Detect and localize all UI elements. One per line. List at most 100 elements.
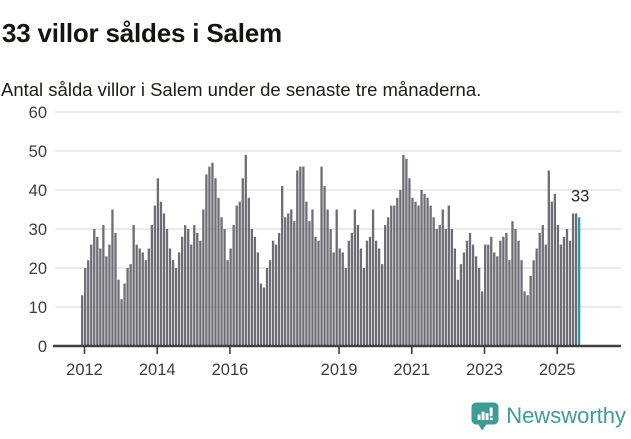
bar-month: [426, 197, 429, 346]
bar-month: [250, 229, 253, 346]
bar-month: [108, 244, 111, 346]
bar-month: [465, 240, 469, 346]
bar-month: [262, 287, 266, 346]
bar-month: [399, 190, 402, 346]
bar-month: [502, 236, 505, 346]
bar-month: [284, 217, 287, 346]
bar-month: [462, 252, 466, 346]
y-tick-label: 50: [29, 143, 47, 161]
sales-bar-chart: 2012 2014 2016 2019 2021 2023 2025 0 10 20 30 40 50 6…: [29, 104, 621, 379]
bar-month: [474, 256, 478, 346]
bar-month: [238, 201, 241, 346]
bar-month: [477, 268, 481, 346]
bar-month: [93, 229, 96, 346]
x-tick-label: 2023: [466, 361, 503, 379]
bar-month: [235, 205, 238, 346]
bar-month: [190, 244, 193, 346]
bar-month: [414, 201, 417, 346]
y-tick-label: 30: [29, 221, 47, 239]
bar-month: [211, 162, 214, 346]
bar-month: [347, 240, 350, 346]
bar-month: [562, 236, 566, 346]
bar-month: [396, 197, 399, 346]
bar-month: [350, 232, 353, 346]
bar-month: [214, 178, 217, 346]
bar-month: [441, 209, 444, 346]
bar-month: [153, 205, 157, 346]
bar-month: [290, 209, 293, 346]
bar-month: [459, 264, 463, 346]
bar-month: [287, 213, 290, 346]
bar-month: [499, 240, 502, 346]
bar-month: [511, 221, 514, 346]
bar-month: [174, 268, 178, 346]
bar-month: [311, 209, 314, 346]
bar-month: [177, 252, 181, 346]
bar-month: [456, 279, 460, 346]
bar-month: [196, 232, 199, 346]
bar-month: [368, 236, 372, 346]
bar-month: [165, 229, 169, 346]
bar-month: [393, 205, 396, 346]
bar-month: [193, 225, 196, 346]
bar-month: [253, 236, 257, 346]
bar-month: [435, 229, 438, 346]
bar-month: [471, 244, 475, 346]
page-title: 33 villor såldes i Salem: [2, 18, 282, 49]
bar-month: [493, 252, 496, 346]
bar-month: [268, 260, 272, 346]
newsworthy-brand: Newsworthy: [471, 399, 626, 433]
chart-subtitle: Antal sålda villor i Salem under de sena…: [1, 78, 482, 100]
bar-month: [526, 295, 529, 346]
bar-month: [514, 229, 517, 346]
bar-month: [535, 248, 538, 346]
bar-month: [296, 170, 299, 346]
bar-month: [341, 252, 344, 346]
bar-month: [496, 256, 499, 346]
bar-month: [547, 170, 550, 346]
bar-month: [453, 248, 457, 346]
bar-month: [429, 205, 432, 346]
bar-month: [141, 252, 144, 346]
bar-month: [532, 260, 535, 346]
bar-month: [408, 178, 411, 346]
bar-month: [138, 248, 141, 346]
bar-month: [320, 166, 323, 346]
y-tick-label: 0: [38, 338, 47, 356]
x-tick-label: 2025: [539, 361, 576, 379]
bar-month: [144, 260, 147, 346]
bar-month: [444, 229, 447, 346]
bar-month: [129, 264, 132, 346]
bar-month: [490, 236, 493, 346]
bar-month: [126, 268, 129, 346]
bar-month: [208, 166, 211, 346]
bar-month: [226, 260, 229, 346]
bar-month: [538, 232, 541, 346]
bar-month: [220, 217, 223, 346]
bar-month: [344, 268, 347, 346]
bar-month: [247, 197, 250, 346]
brand-name: Newsworthy: [506, 403, 626, 428]
bar-month: [544, 244, 547, 346]
bar-month: [390, 205, 393, 346]
bar-month: [568, 240, 572, 346]
bar-month: [150, 225, 153, 346]
bar-month: [438, 225, 441, 346]
bar-month: [299, 166, 302, 346]
bar-month: [105, 256, 108, 346]
bar-month: [529, 275, 532, 346]
bar-month: [223, 229, 226, 346]
bar-month: [481, 291, 484, 346]
bar-month: [147, 248, 150, 346]
bar-month: [199, 240, 202, 346]
bar-month: [171, 260, 175, 346]
bar-month: [377, 248, 381, 346]
bar-month: [135, 244, 138, 346]
bar-month: [217, 197, 220, 346]
bar-month: [102, 225, 105, 346]
bar-month: [402, 154, 405, 346]
bar-month: [517, 240, 520, 346]
bar-month: [417, 205, 420, 346]
bar-month: [338, 248, 341, 346]
bar-month: [305, 201, 308, 346]
